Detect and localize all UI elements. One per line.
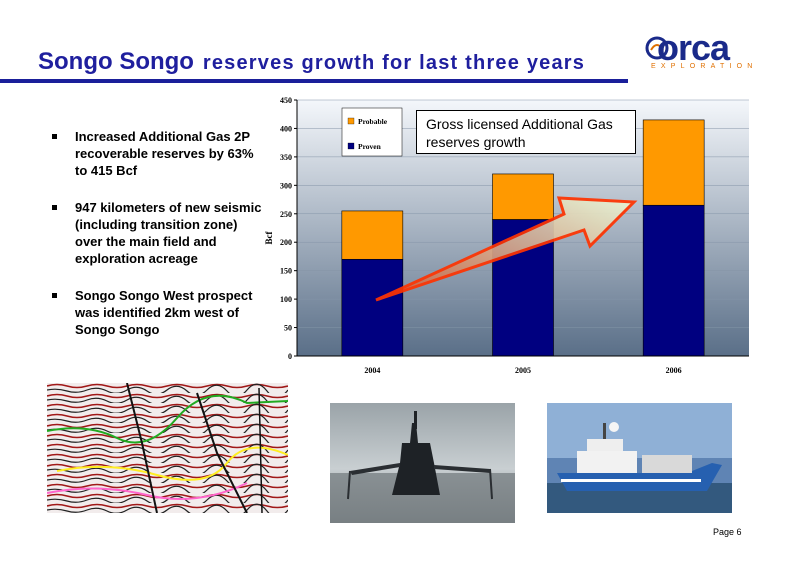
y-tick-label: 50 [284, 324, 292, 333]
title-rule [0, 79, 628, 83]
bar-proven [341, 258, 404, 357]
page-number: Page 6 [713, 527, 742, 537]
y-tick-label: 450 [280, 96, 292, 105]
y-tick-label: 300 [280, 181, 292, 190]
chart-legend: Probable Proven [341, 107, 403, 157]
seismic-section-image [47, 383, 288, 513]
title-part2: reserves growth for last three years [202, 52, 586, 74]
bullet-square-icon [52, 293, 57, 298]
growth-arrow [375, 196, 638, 302]
bullet-square-icon [52, 134, 57, 139]
logo-word: orca [657, 27, 730, 68]
y-axis-label: Bcf [264, 231, 274, 245]
bullet-item: Songo Songo West prospect was identified… [50, 287, 265, 338]
y-tick-label: 200 [280, 238, 292, 247]
legend-swatch-probable [347, 117, 355, 125]
bullet-list: Increased Additional Gas 2P recoverable … [50, 128, 265, 358]
bar-probable [492, 173, 554, 220]
y-tick-label: 0 [288, 352, 292, 361]
reserves-chart: 0 50 100 150 200 250 300 350 400 450 2004 2005 2006… [264, 96, 749, 375]
legend-swatch-proven [347, 142, 355, 150]
bullet-item: 947 kilometers of new seismic (including… [50, 199, 265, 267]
bullet-item: Increased Additional Gas 2P recoverable … [50, 128, 265, 179]
logo-subtitle: EXPLORATION [651, 63, 758, 70]
x-tick-label: 2005 [515, 366, 531, 375]
survey-vessel-image [547, 403, 732, 513]
y-tick-label: 350 [280, 153, 292, 162]
bullet-text: Increased Additional Gas 2P recoverable … [75, 129, 254, 178]
legend-label-probable: Probable [358, 117, 388, 126]
company-logo: orca EXPLORATION [643, 30, 763, 76]
bar-proven [642, 204, 705, 357]
y-tick-label: 400 [280, 124, 292, 133]
x-tick-label: 2006 [666, 366, 682, 375]
y-tick-label: 100 [280, 295, 292, 304]
x-tick-label: 2004 [364, 366, 380, 375]
bar-probable [642, 119, 705, 206]
ship-silhouette-image [330, 403, 515, 523]
y-tick-label: 150 [280, 267, 292, 276]
title-part1: Songo Songo [38, 48, 194, 75]
legend-label-proven: Proven [358, 142, 382, 151]
bullet-text: 947 kilometers of new seismic (including… [75, 200, 262, 266]
bar-probable [341, 210, 404, 260]
gross-reserves-callout: Gross licensed Additional Gas reserves g… [416, 110, 636, 154]
logo-swirl-icon [645, 36, 669, 60]
bullet-square-icon [52, 205, 57, 210]
y-tick-label: 250 [280, 210, 292, 219]
page-title: Songo Songo reserves growth for last thr… [38, 42, 585, 74]
bullet-text: Songo Songo West prospect was identified… [75, 288, 253, 337]
